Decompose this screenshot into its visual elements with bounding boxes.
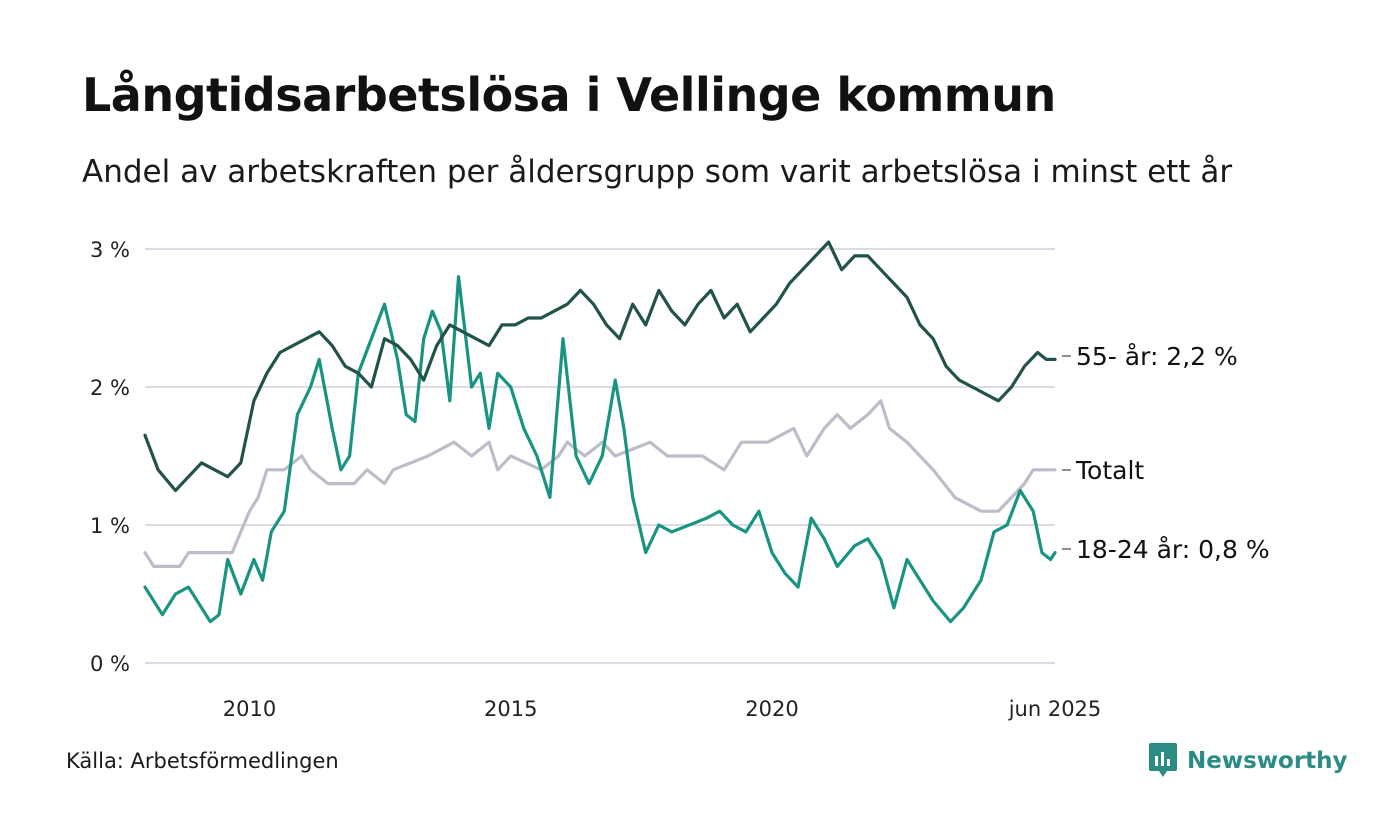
chart-title: Långtidsarbetslösa i Vellinge kommun	[82, 68, 1056, 122]
bar-chart-logo-icon	[1149, 743, 1177, 777]
y-tick-label: 0 %	[90, 652, 130, 676]
x-tick-label: jun 2025	[1008, 697, 1102, 721]
series-line	[143, 275, 1057, 624]
series-line	[143, 240, 1057, 493]
x-tick-label: 2015	[484, 697, 537, 721]
source-note: Källa: Arbetsförmedlingen	[66, 749, 339, 773]
brand-logo: Newsworthy	[1148, 742, 1348, 780]
x-axis-labels: 2010 2015 2020 jun 2025	[223, 697, 1102, 721]
y-tick-label: 3 %	[90, 238, 130, 262]
gridlines	[145, 248, 1055, 664]
brand-name: Newsworthy	[1187, 748, 1348, 774]
y-tick-label: 2 %	[90, 376, 130, 400]
y-tick-label: 1 %	[90, 514, 130, 538]
series-end-label: 18-24 år: 0,8 %	[1076, 535, 1270, 564]
y-axis-labels: 0 % 1 % 2 % 3 %	[90, 238, 130, 676]
chart-subtitle: Andel av arbetskraften per åldersgrupp s…	[82, 154, 1233, 190]
series-line	[143, 399, 1057, 568]
x-tick-label: 2010	[223, 697, 276, 721]
series-lines	[143, 240, 1057, 624]
x-tick-label: 2020	[745, 697, 798, 721]
end-labels: Totalt 18-24 år: 0,8 % 55- år: 2,2 %	[1062, 342, 1270, 564]
series-end-label: Totalt	[1075, 456, 1144, 485]
series-end-label: 55- år: 2,2 %	[1076, 342, 1238, 371]
